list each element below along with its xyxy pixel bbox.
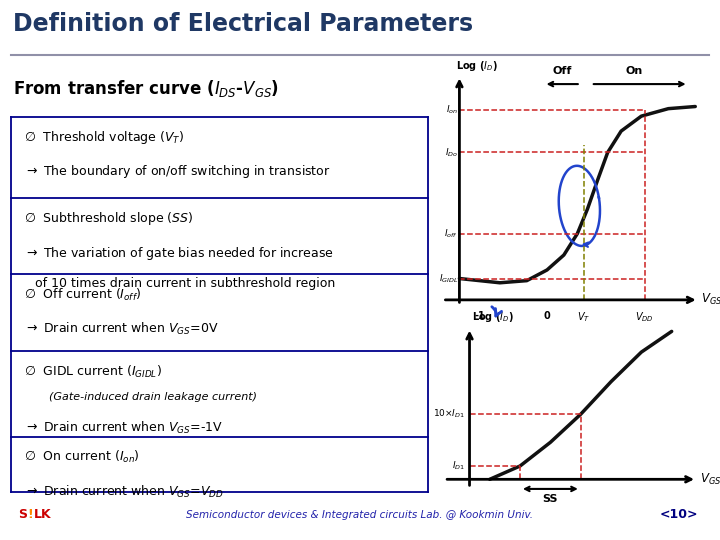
Text: $\mathit{V}_{GS}$: $\mathit{V}_{GS}$ [700,472,720,487]
Text: 0: 0 [544,310,550,321]
Text: Off: Off [552,65,572,76]
Text: $\varnothing$  GIDL current ($\mathit{I}_{GIDL}$): $\varnothing$ GIDL current ($\mathit{I}_… [24,364,162,380]
Text: $\mathit{I}_{GIDL}$: $\mathit{I}_{GIDL}$ [438,272,458,285]
Text: $\mathit{I}_{on}$: $\mathit{I}_{on}$ [446,104,458,116]
Text: $\varnothing$  Threshold voltage ($\mathit{V}_T$): $\varnothing$ Threshold voltage ($\mathi… [24,130,184,146]
Text: (Gate-induced drain leakage current): (Gate-induced drain leakage current) [49,392,257,402]
Text: Semiconductor devices & Integrated circuits Lab. @ Kookmin Univ.: Semiconductor devices & Integrated circu… [186,510,534,520]
Text: $\rightarrow$ Drain current when $\mathit{V}_{GS}$=-1V: $\rightarrow$ Drain current when $\mathi… [24,420,222,436]
Text: $\rightarrow$ Drain current when $\mathit{V}_{GS}$=$\mathit{V}_{DD}$: $\rightarrow$ Drain current when $\mathi… [24,483,223,500]
Text: $\rightarrow$ The boundary of on/off switching in transistor: $\rightarrow$ The boundary of on/off swi… [24,164,330,180]
Text: LK: LK [34,508,51,521]
Text: !: ! [27,508,33,521]
Text: Log ($I_D$): Log ($I_D$) [472,310,513,324]
Text: $\mathit{I}_{Do}$: $\mathit{I}_{Do}$ [445,146,458,159]
Text: Definition of Electrical Parameters: Definition of Electrical Parameters [13,12,473,36]
Text: $\rightarrow$ The variation of gate bias needed for increase: $\rightarrow$ The variation of gate bias… [24,245,333,261]
Text: of 10 times drain current in subthreshold region: of 10 times drain current in subthreshol… [31,276,336,289]
Text: $\mathit{I}_{off}$: $\mathit{I}_{off}$ [444,227,458,240]
Text: $\mathit{I}_{D1}$: $\mathit{I}_{D1}$ [452,460,466,472]
Text: From transfer curve ($\mathit{I}_{DS}$-$\mathit{V}_{GS}$): From transfer curve ($\mathit{I}_{DS}$-$… [13,78,279,99]
Text: $\varnothing$  On current ($\mathit{I}_{on}$): $\varnothing$ On current ($\mathit{I}_{o… [24,449,140,465]
Text: 10×$\mathit{I}_{D1}$: 10×$\mathit{I}_{D1}$ [433,408,466,421]
Text: $\mathit{V}_{DD}$: $\mathit{V}_{DD}$ [635,310,654,325]
Text: $\varnothing$  Off current ($\mathit{I}_{off}$): $\varnothing$ Off current ($\mathit{I}_{… [24,287,141,303]
Text: Log ($I_D$): Log ($I_D$) [456,59,498,73]
Text: $\varnothing$  Subthreshold slope ($\mathit{SS}$): $\varnothing$ Subthreshold slope ($\math… [24,211,193,227]
Text: $\rightarrow$ Drain current when $\mathit{V}_{GS}$=0V: $\rightarrow$ Drain current when $\mathi… [24,321,218,338]
Text: S: S [18,508,27,521]
Text: <10>: <10> [660,508,698,521]
Text: $\mathit{V}_{GS}$: $\mathit{V}_{GS}$ [701,292,720,307]
Text: -1: -1 [474,310,485,321]
Text: On: On [626,65,643,76]
Text: SS: SS [543,494,558,504]
Text: $\mathit{V}_T$: $\mathit{V}_T$ [577,310,590,325]
